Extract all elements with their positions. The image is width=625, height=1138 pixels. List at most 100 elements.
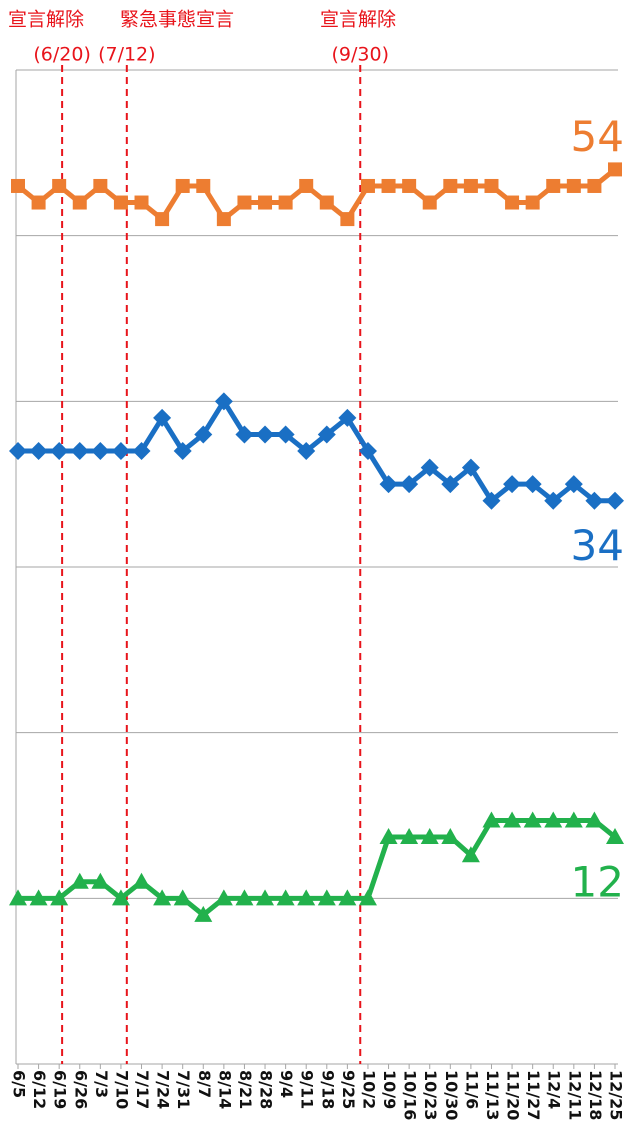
- marker: [91, 872, 110, 889]
- marker: [317, 889, 336, 906]
- marker: [443, 178, 458, 193]
- marker: [319, 195, 334, 210]
- marker: [379, 475, 398, 494]
- end-label: 54: [571, 112, 624, 161]
- marker: [256, 425, 275, 444]
- marker: [484, 178, 499, 193]
- marker: [420, 828, 439, 845]
- marker: [381, 178, 396, 193]
- marker: [132, 872, 151, 889]
- marker: [606, 828, 624, 845]
- marker: [564, 475, 583, 494]
- series-line: [16, 167, 617, 222]
- marker: [29, 442, 48, 461]
- marker: [256, 889, 275, 906]
- marker: [216, 212, 231, 227]
- x-tick-label: 11/6: [462, 1070, 481, 1109]
- marker: [111, 889, 130, 906]
- marker: [9, 442, 27, 461]
- marker: [299, 178, 314, 193]
- x-tick-label: 12/11: [565, 1070, 584, 1120]
- marker: [173, 889, 192, 906]
- marker: [93, 178, 108, 193]
- end-label: 34: [571, 521, 624, 570]
- marker: [402, 178, 417, 193]
- marker: [400, 828, 419, 845]
- marker: [503, 811, 522, 828]
- marker: [113, 195, 128, 210]
- marker: [31, 195, 46, 210]
- marker: [317, 425, 336, 444]
- marker: [214, 889, 233, 906]
- marker: [461, 458, 480, 477]
- marker: [482, 491, 501, 510]
- marker: [544, 811, 563, 828]
- marker: [441, 828, 460, 845]
- marker: [297, 889, 316, 906]
- x-tick-label: 12/4: [545, 1070, 564, 1109]
- event-label: 宣言解除: [8, 9, 84, 31]
- marker: [9, 889, 27, 906]
- x-tick-label: 9/18: [318, 1070, 337, 1109]
- x-tick-label: 7/17: [133, 1070, 152, 1109]
- x-tick-label: 8/28: [257, 1070, 276, 1109]
- marker: [505, 195, 520, 210]
- x-tick-label: 12/18: [586, 1070, 605, 1120]
- event-date: (7/12): [98, 44, 156, 66]
- marker: [276, 425, 295, 444]
- x-tick-label: 10/16: [401, 1070, 420, 1120]
- x-tick-label: 6/5: [10, 1070, 29, 1098]
- marker: [173, 442, 192, 461]
- marker: [52, 178, 67, 193]
- marker: [70, 872, 89, 889]
- marker: [111, 442, 130, 461]
- event-date: (6/20): [33, 44, 91, 66]
- x-tick-label: 10/23: [421, 1070, 440, 1120]
- marker: [91, 442, 110, 461]
- marker: [132, 442, 151, 461]
- x-tick-label: 9/25: [339, 1070, 358, 1109]
- marker: [29, 889, 48, 906]
- marker: [70, 442, 89, 461]
- x-tick-label: 6/12: [30, 1070, 49, 1109]
- marker: [194, 425, 213, 444]
- x-tick-label: 6/19: [51, 1070, 70, 1109]
- x-tick-label: 12/25: [607, 1070, 625, 1120]
- marker: [379, 828, 398, 845]
- marker: [237, 195, 252, 210]
- marker: [544, 491, 563, 510]
- marker: [175, 178, 190, 193]
- marker: [235, 425, 254, 444]
- marker: [566, 178, 581, 193]
- marker: [523, 475, 542, 494]
- x-tick-label: 7/3: [92, 1070, 111, 1098]
- x-tick-label: 10/2: [359, 1070, 378, 1109]
- marker: [358, 889, 377, 906]
- marker: [338, 889, 357, 906]
- marker: [153, 408, 172, 427]
- x-tick-label: 11/20: [504, 1070, 523, 1120]
- event-date: (9/30): [331, 44, 389, 66]
- marker: [194, 905, 213, 922]
- marker: [420, 458, 439, 477]
- marker: [358, 442, 377, 461]
- x-tick-label: 11/13: [483, 1070, 502, 1120]
- event-label: 宣言解除: [320, 9, 396, 31]
- marker: [360, 178, 375, 193]
- marker: [400, 475, 419, 494]
- marker: [11, 178, 25, 193]
- marker: [134, 195, 149, 210]
- x-tick-label: 8/14: [215, 1070, 234, 1109]
- marker: [278, 195, 293, 210]
- x-tick-label: 6/26: [71, 1070, 90, 1109]
- marker: [153, 889, 172, 906]
- marker: [482, 811, 501, 828]
- marker: [525, 195, 540, 210]
- marker: [338, 408, 357, 427]
- marker: [587, 178, 602, 193]
- x-tick-label: 7/24: [154, 1070, 173, 1109]
- marker: [214, 392, 233, 411]
- marker: [276, 889, 295, 906]
- marker: [503, 475, 522, 494]
